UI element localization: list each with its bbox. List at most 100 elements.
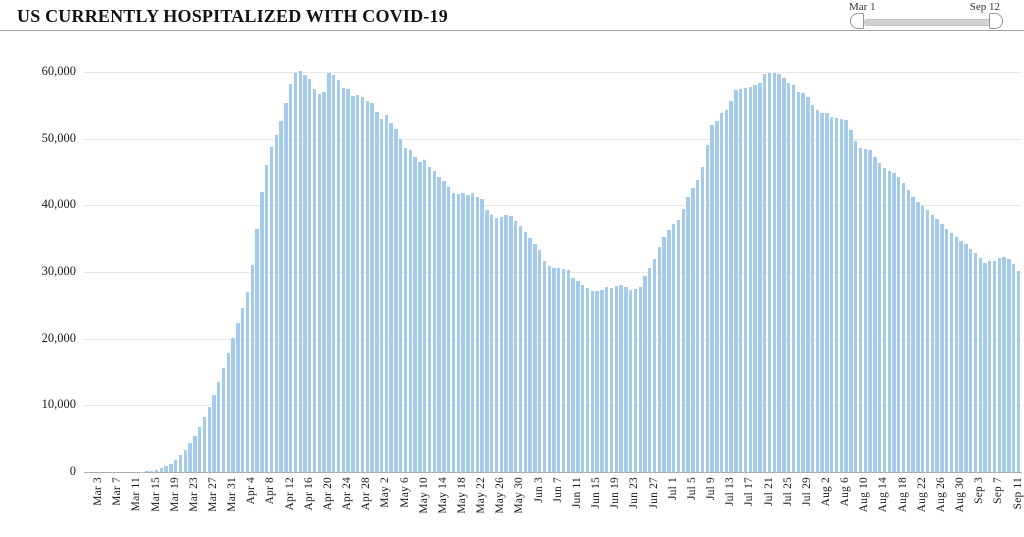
bar — [480, 198, 484, 472]
bar — [274, 135, 278, 472]
bar — [834, 118, 839, 472]
bar — [264, 165, 269, 472]
x-tick-label: Sep 7 — [992, 477, 1005, 504]
bar — [739, 89, 743, 472]
bar — [767, 72, 772, 472]
bar — [801, 93, 805, 472]
x-tick-label: Aug 22 — [915, 477, 928, 513]
bar — [231, 338, 235, 472]
bar — [940, 224, 944, 472]
bar — [308, 79, 312, 472]
bar — [691, 188, 695, 472]
bar — [676, 220, 681, 472]
y-tick-label: 0 — [69, 464, 76, 478]
slider-handle-left[interactable] — [850, 13, 864, 29]
bar — [652, 258, 657, 472]
bar — [255, 228, 259, 472]
bar — [528, 238, 532, 472]
bar — [763, 74, 767, 472]
x-tick-label: May 26 — [494, 477, 507, 514]
slider-track[interactable] — [864, 19, 992, 26]
x-tick-label: Jun 19 — [609, 477, 622, 509]
bar — [537, 250, 542, 472]
bar — [226, 353, 231, 472]
bar — [892, 172, 896, 472]
bar — [729, 100, 733, 472]
x-tick-label: May 2 — [379, 477, 392, 508]
bar — [169, 463, 173, 472]
bar — [346, 89, 350, 472]
x-tick-label: Mar 23 — [187, 477, 200, 512]
bar — [901, 183, 906, 472]
bar — [154, 469, 159, 472]
bar — [796, 92, 800, 472]
x-tick-label: Apr 4 — [245, 477, 258, 505]
x-tick-label: Sep 3 — [973, 477, 986, 504]
bar — [638, 286, 642, 472]
bar — [451, 193, 456, 472]
bar — [604, 286, 609, 472]
bar — [997, 258, 1002, 472]
bar — [561, 268, 566, 472]
bar — [499, 216, 504, 472]
bar — [897, 177, 901, 472]
slider-start-label: Mar 1 — [849, 1, 876, 13]
x-tick-label: Jun 7 — [551, 477, 564, 503]
bar — [921, 206, 925, 472]
bar — [547, 266, 551, 472]
x-tick-label: Mar 31 — [226, 477, 239, 512]
x-tick-label: Jun 23 — [628, 477, 641, 509]
x-tick-label: Apr 28 — [360, 477, 373, 511]
bar — [715, 121, 719, 472]
x-tick-label: Jul 13 — [724, 477, 737, 506]
bar — [681, 209, 685, 472]
bar — [513, 220, 518, 472]
y-tick-label: 40,000 — [41, 197, 76, 212]
bar — [236, 323, 240, 472]
bar — [777, 74, 781, 472]
x-tick-label: May 22 — [475, 477, 488, 514]
bar — [241, 308, 245, 472]
bar — [279, 120, 283, 472]
x-tick-label: Aug 14 — [877, 477, 890, 513]
bar — [944, 229, 949, 472]
bar — [456, 194, 460, 472]
slider-handle-right[interactable] — [989, 13, 1003, 29]
bar — [509, 216, 513, 472]
bar — [983, 262, 987, 472]
y-tick-label: 10,000 — [41, 397, 76, 412]
bar — [245, 292, 250, 472]
bar — [288, 84, 293, 472]
bar — [820, 113, 824, 472]
gridline — [84, 72, 1022, 73]
bar — [748, 87, 753, 472]
bar — [159, 468, 164, 472]
bar — [197, 427, 202, 472]
bar — [595, 291, 599, 472]
bar — [695, 180, 700, 472]
bar — [466, 194, 470, 472]
bar — [293, 73, 298, 472]
bar — [806, 96, 810, 472]
bar — [322, 92, 326, 472]
bar — [830, 116, 834, 472]
bar — [341, 88, 345, 472]
bar — [585, 288, 590, 472]
x-axis-line — [84, 472, 1022, 473]
y-tick-label: 30,000 — [41, 264, 76, 278]
date-range-slider: Mar 1 Sep 12 — [840, 0, 1010, 34]
bar — [624, 286, 628, 472]
bar — [193, 436, 197, 472]
x-tick-label: Jun 3 — [532, 477, 545, 503]
bar — [906, 190, 911, 472]
bar — [853, 141, 858, 472]
bar — [164, 466, 168, 472]
bar — [825, 112, 829, 472]
bar — [815, 110, 820, 472]
bar — [490, 214, 494, 472]
bar — [700, 166, 705, 472]
bar — [619, 284, 623, 472]
gridline — [84, 205, 1022, 207]
bar — [427, 166, 432, 472]
bar — [312, 89, 317, 472]
